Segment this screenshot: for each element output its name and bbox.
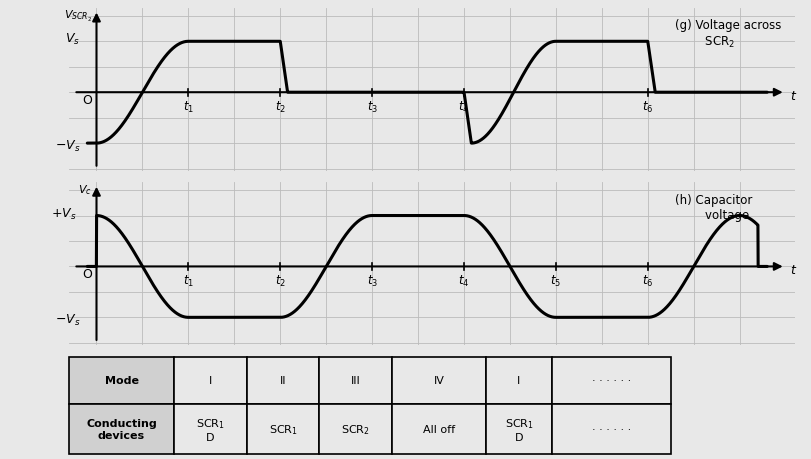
Text: t: t [790,264,795,277]
Text: Mode: Mode [105,375,139,385]
Text: $t_1$: $t_1$ [182,274,194,289]
Text: $t_4$: $t_4$ [458,274,470,289]
Bar [174,403,247,454]
Bar [320,403,392,454]
Text: $t_6$: $t_6$ [642,100,654,115]
Bar [174,357,247,403]
Text: O: O [82,94,92,107]
Text: III: III [351,375,361,385]
Text: $V_c$: $V_c$ [78,183,92,197]
Text: $t_1$: $t_1$ [182,100,194,115]
Text: $V_{SCR_2}$: $V_{SCR_2}$ [63,9,92,24]
Bar [551,357,672,403]
Text: $t_3$: $t_3$ [367,274,378,289]
Text: SCR$_2$: SCR$_2$ [341,422,370,436]
Text: · · · · · ·: · · · · · · [592,424,631,434]
Bar [392,403,487,454]
Bar [69,403,174,454]
Text: SCR$_1$
D: SCR$_1$ D [504,416,534,442]
Bar [392,357,487,403]
Text: $t_6$: $t_6$ [642,274,654,289]
Bar [247,357,320,403]
Text: (h) Capacitor
        voltage: (h) Capacitor voltage [676,193,753,221]
Bar [487,357,551,403]
Bar [320,357,392,403]
Text: $t_5$: $t_5$ [551,274,561,289]
Text: $-V_s$: $-V_s$ [54,139,80,154]
Text: (g) Voltage across
        SCR$_2$: (g) Voltage across SCR$_2$ [676,19,782,50]
Text: $t_4$: $t_4$ [458,100,470,115]
Bar [69,357,174,403]
Text: All off: All off [423,424,455,434]
Text: $V_s$: $V_s$ [65,32,80,47]
Text: Conducting
devices: Conducting devices [86,418,157,440]
Text: II: II [280,375,286,385]
Text: I: I [209,375,212,385]
Text: SCR$_1$
D: SCR$_1$ D [196,416,225,442]
Text: $t_3$: $t_3$ [367,100,378,115]
Text: SCR$_1$: SCR$_1$ [268,422,298,436]
Text: I: I [517,375,521,385]
Bar [247,403,320,454]
Text: IV: IV [434,375,444,385]
Text: $-V_s$: $-V_s$ [54,313,80,328]
Text: $+V_s$: $+V_s$ [51,206,76,221]
Text: t: t [790,90,795,103]
Text: · · · · · ·: · · · · · · [592,375,631,385]
Text: O: O [82,268,92,281]
Bar [487,403,551,454]
Text: $t_2$: $t_2$ [275,274,285,289]
Bar [551,403,672,454]
Text: $t_2$: $t_2$ [275,100,285,115]
